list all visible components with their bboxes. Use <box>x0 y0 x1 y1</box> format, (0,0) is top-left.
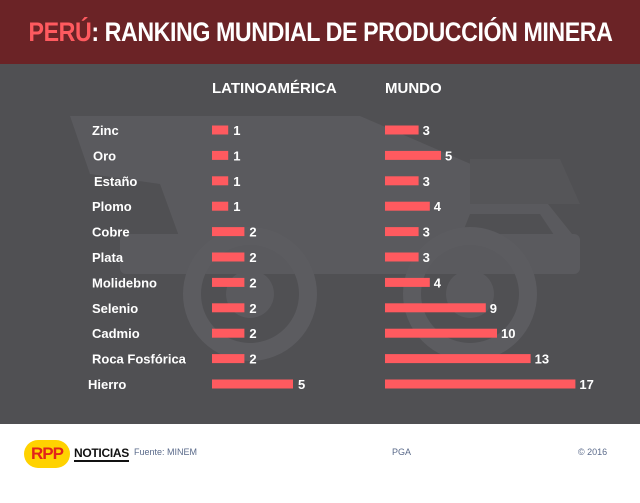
bar-latinoamerica <box>212 125 229 135</box>
value-label-mundo: 5 <box>445 148 452 163</box>
category-label: Cobre <box>92 225 130 240</box>
header-bar: PERÚ: RANKING MUNDIAL DE PRODUCCIÓN MINE… <box>0 0 640 64</box>
bar-mundo <box>385 379 576 389</box>
bar-mundo <box>385 176 419 186</box>
bar-latinoamerica <box>212 303 245 313</box>
value-label-latinoamerica: 2 <box>249 326 256 341</box>
bar-latinoamerica <box>212 227 245 237</box>
value-label-mundo: 17 <box>579 377 593 392</box>
value-label-latinoamerica: 5 <box>298 377 305 392</box>
bar-mundo <box>385 201 430 211</box>
category-label: Roca Fosfórica <box>92 352 187 367</box>
category-label: Plata <box>92 250 124 265</box>
bar-mundo <box>385 277 430 287</box>
value-label-mundo: 10 <box>501 326 515 341</box>
bar-latinoamerica <box>212 328 245 338</box>
author-label: PGA <box>392 447 412 457</box>
value-label-latinoamerica: 1 <box>233 199 240 214</box>
value-label-mundo: 9 <box>490 301 497 316</box>
brand-label: NOTICIAS <box>74 446 129 462</box>
footer <box>0 424 640 503</box>
bar-mundo <box>385 125 419 135</box>
ranking-chart: LATINOAMÉRICA MUNDO Zinc Oro Estaño Plomo Cob… <box>70 80 594 392</box>
page-title: PERÚ: RANKING MUNDIAL DE PRODUCCIÓN MINE… <box>28 17 612 48</box>
value-label-latinoamerica: 2 <box>249 352 256 367</box>
series-header-mundo: MUNDO <box>385 80 442 97</box>
bar-mundo <box>385 252 419 262</box>
category-label: Selenio <box>92 301 138 316</box>
bar-mundo <box>385 303 486 313</box>
bar-mundo <box>385 227 419 237</box>
bar-latinoamerica <box>212 252 245 262</box>
value-label-latinoamerica: 1 <box>233 148 240 163</box>
bar-latinoamerica <box>212 277 245 287</box>
bar-mundo <box>385 354 531 364</box>
value-label-latinoamerica: 2 <box>249 301 256 316</box>
bar-latinoamerica <box>212 150 229 160</box>
value-label-mundo: 3 <box>423 225 430 240</box>
bar-latinoamerica <box>212 176 229 186</box>
category-label: Plomo <box>92 199 132 214</box>
truck-wheels <box>183 227 537 361</box>
bar-mundo <box>385 328 497 338</box>
value-label-mundo: 4 <box>434 275 442 290</box>
category-label: Oro <box>93 148 116 163</box>
value-label-latinoamerica: 1 <box>233 123 240 138</box>
value-label-mundo: 3 <box>423 250 430 265</box>
bar-latinoamerica <box>212 379 293 389</box>
title-rest: : RANKING MUNDIAL DE PRODUCCIÓN MINERA <box>90 16 613 47</box>
title-highlight: PERÚ <box>28 16 91 47</box>
value-label-mundo: 13 <box>535 352 549 367</box>
chart-area: LATINOAMÉRICA MUNDO Zinc Oro Estaño Plomo Cob… <box>0 64 640 424</box>
copyright-label: © 2016 <box>578 447 608 457</box>
value-label-mundo: 3 <box>423 174 430 189</box>
value-label-latinoamerica: 2 <box>249 250 256 265</box>
bar-latinoamerica <box>212 201 229 211</box>
bar-mundo <box>385 150 441 160</box>
value-label-mundo: 4 <box>434 199 442 214</box>
value-label-mundo: 3 <box>423 123 430 138</box>
category-label: Cadmio <box>92 326 140 341</box>
value-label-latinoamerica: 1 <box>233 174 240 189</box>
bar-latinoamerica <box>212 354 245 364</box>
category-label: Hierro <box>88 377 126 392</box>
series-header-latinoamerica: LATINOAMÉRICA <box>212 80 337 97</box>
value-label-latinoamerica: 2 <box>249 225 256 240</box>
value-label-latinoamerica: 2 <box>249 275 256 290</box>
source-label: Fuente: MINEM <box>134 447 198 457</box>
category-label: Zinc <box>92 123 119 138</box>
category-label: Molidebno <box>92 275 157 290</box>
category-label: Estaño <box>94 174 137 189</box>
rpp-logo: RPP <box>24 440 70 468</box>
